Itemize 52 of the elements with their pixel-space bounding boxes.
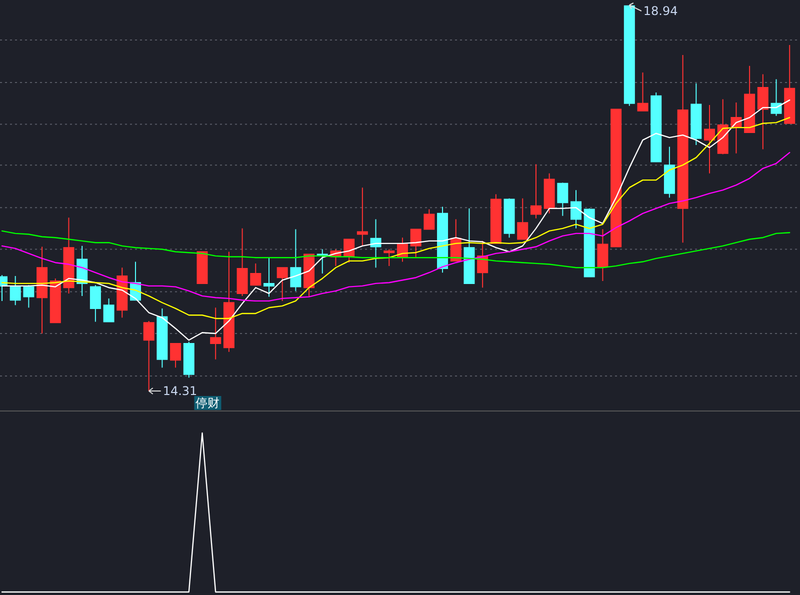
candlestick [584, 208, 595, 278]
candlestick [344, 238, 355, 264]
candlestick [757, 74, 768, 150]
candlestick [570, 190, 582, 229]
candlestick [196, 251, 208, 284]
candlestick [170, 342, 182, 368]
candlestick [704, 104, 716, 174]
candlestick [156, 308, 168, 368]
candlestick [410, 228, 422, 258]
candlestick [396, 237, 408, 262]
candlestick [624, 4, 635, 106]
candlestick [730, 102, 742, 154]
candlestick [690, 82, 702, 146]
candlestick [250, 262, 262, 286]
annotation: 14.31 [162, 384, 198, 398]
candlestick [424, 208, 435, 230]
candlestick [504, 198, 515, 238]
candlestick [437, 206, 448, 274]
candlestick [637, 72, 648, 112]
candlestick [63, 217, 74, 294]
candlestick [464, 208, 475, 284]
candlestick [143, 320, 154, 392]
candlestick [544, 172, 555, 214]
candlestick [356, 187, 368, 246]
candlestick [664, 146, 675, 198]
candlestick [517, 198, 528, 240]
candlestick [90, 284, 101, 322]
candlestick [290, 228, 302, 292]
candlestick [744, 65, 756, 134]
candlestick [223, 251, 234, 352]
candlestick [23, 284, 34, 308]
candlestick [610, 108, 622, 248]
annotation: 18.94 [643, 4, 678, 18]
candlestick [276, 267, 288, 302]
candlestick [784, 44, 796, 124]
candlestick [370, 218, 382, 268]
candlestick [183, 341, 194, 378]
candlestick [650, 92, 662, 162]
candlestick [490, 194, 502, 244]
candlestick [50, 278, 61, 324]
candlestick [530, 164, 542, 219]
candlestick [236, 228, 248, 296]
candlestick [10, 275, 21, 306]
candlestick [557, 182, 568, 216]
candlestick [36, 246, 48, 334]
candlestick [677, 54, 688, 244]
candlestick [103, 298, 114, 322]
candlestick [210, 307, 222, 360]
candlestick [770, 78, 782, 116]
candlestick [263, 257, 274, 298]
candlestick [597, 228, 608, 282]
candlestick [384, 248, 395, 266]
